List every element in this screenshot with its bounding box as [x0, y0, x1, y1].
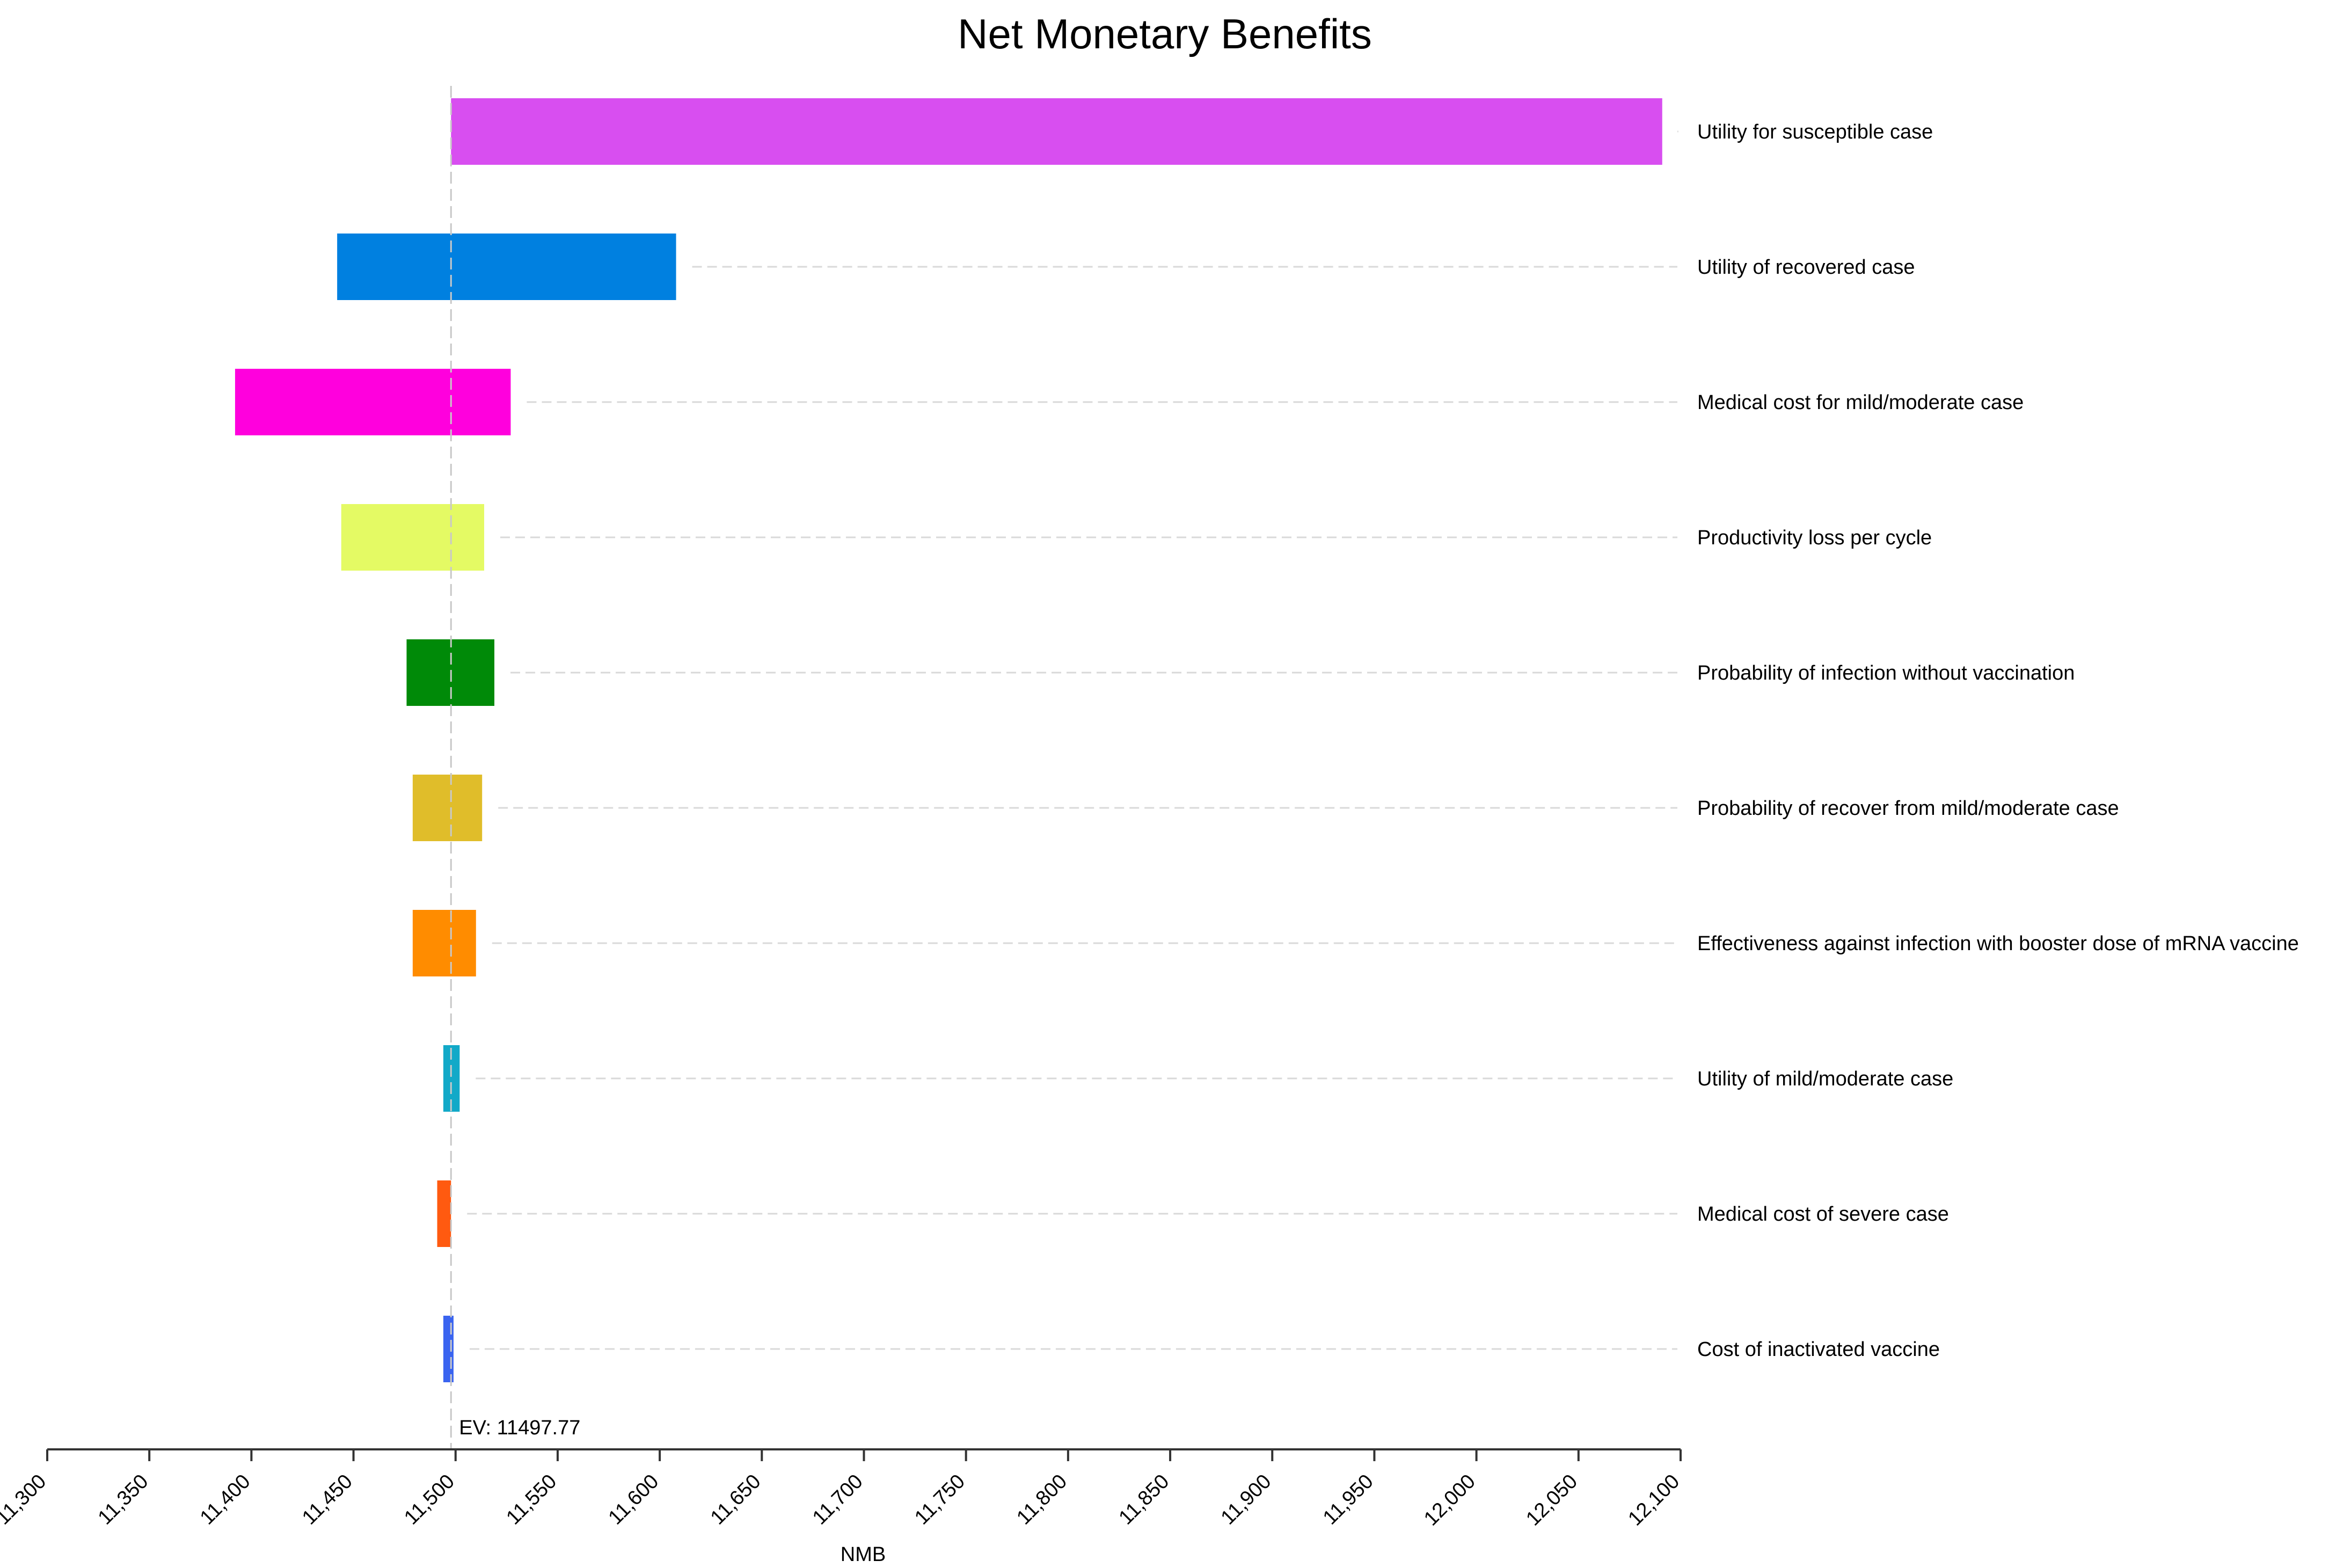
bars-group	[235, 98, 1662, 1382]
x-tick-label: 11,800	[1012, 1470, 1071, 1529]
x-tick-label: 11,650	[706, 1470, 765, 1529]
category-label: Probability of recover from mild/moderat…	[1697, 797, 2119, 820]
tornado-bar	[451, 98, 1662, 165]
category-label: Cost of inactivated vaccine	[1697, 1338, 1940, 1361]
chart-title: Net Monetary Benefits	[958, 10, 1372, 57]
tornado-bar	[412, 775, 483, 841]
tornado-bar	[437, 1180, 451, 1247]
category-label: Utility of recovered case	[1697, 256, 1915, 279]
x-tick-label: 11,550	[502, 1470, 561, 1529]
category-label: Probability of infection without vaccina…	[1697, 662, 2075, 684]
x-tick-label: 11,500	[400, 1470, 459, 1529]
x-tick-label: 11,850	[1115, 1470, 1174, 1529]
tornado-bar	[337, 234, 676, 300]
x-tick-label: 12,000	[1420, 1470, 1480, 1530]
x-tick-label: 11,400	[196, 1470, 255, 1529]
category-label: Utility for susceptible case	[1697, 121, 1933, 143]
x-tick-label: 11,300	[0, 1470, 50, 1529]
tornado-bar	[443, 1316, 454, 1382]
x-axis-ticks: 11,300 11,350 11,400 11,450 11,500 11,550 11,6…	[0, 1449, 1684, 1530]
category-labels: Utility for susceptible case Utility of r…	[1697, 121, 2299, 1361]
tornado-bar	[341, 504, 485, 571]
tornado-bar	[235, 369, 511, 435]
x-tick-label: 11,900	[1217, 1470, 1276, 1529]
x-axis-title: NMB	[841, 1543, 886, 1566]
x-tick-label: 11,600	[604, 1470, 663, 1529]
tornado-bar	[412, 910, 476, 976]
category-label: Utility of mild/moderate case	[1697, 1068, 1953, 1090]
category-label: Effectiveness against infection with boo…	[1697, 932, 2299, 955]
expected-value-label: EV: 11497.77	[459, 1417, 580, 1439]
category-label: Productivity loss per cycle	[1697, 527, 1932, 549]
x-tick-label: 11,450	[298, 1470, 357, 1529]
x-tick-label: 11,350	[94, 1470, 153, 1529]
x-tick-label: 11,700	[808, 1470, 867, 1529]
x-tick-label: 11,750	[910, 1470, 969, 1529]
category-label: Medical cost of severe case	[1697, 1203, 1949, 1226]
x-tick-label: 12,050	[1522, 1470, 1582, 1530]
category-guide-lines	[467, 130, 1678, 1350]
category-label: Medical cost for mild/moderate case	[1697, 391, 2024, 414]
x-tick-label: 12,100	[1624, 1470, 1684, 1530]
x-tick-label: 11,950	[1319, 1470, 1378, 1529]
